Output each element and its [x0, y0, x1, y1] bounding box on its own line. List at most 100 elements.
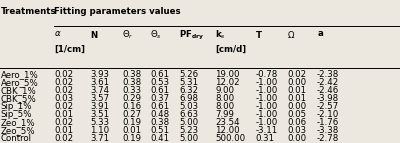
Text: 0.02: 0.02 — [54, 86, 73, 95]
Text: 0.02: 0.02 — [54, 134, 73, 143]
Text: -2.57: -2.57 — [317, 102, 339, 111]
Text: 3.93: 3.93 — [90, 70, 109, 79]
Text: Aero_1%: Aero_1% — [1, 70, 38, 79]
Text: 0.27: 0.27 — [122, 110, 141, 119]
Text: 0.51: 0.51 — [150, 126, 169, 135]
Text: -2.78: -2.78 — [317, 134, 339, 143]
Text: 0.02: 0.02 — [54, 118, 73, 127]
Text: $\bf{T}$: $\bf{T}$ — [255, 29, 263, 40]
Text: 0.03: 0.03 — [54, 94, 73, 103]
Text: Control: Control — [1, 134, 32, 143]
Text: -2.10: -2.10 — [317, 110, 339, 119]
Text: CBK_5%: CBK_5% — [1, 94, 36, 103]
Text: 0.01: 0.01 — [122, 126, 141, 135]
Text: -1.00: -1.00 — [255, 86, 278, 95]
Text: -3.11: -3.11 — [255, 126, 278, 135]
Text: 5.00: 5.00 — [179, 134, 198, 143]
Text: $\bf{N}$: $\bf{N}$ — [90, 29, 98, 40]
Text: 0.37: 0.37 — [150, 94, 169, 103]
Text: 0.06: 0.06 — [287, 118, 306, 127]
Text: -1.00: -1.00 — [255, 78, 278, 87]
Text: 0.00: 0.00 — [287, 134, 306, 143]
Text: 3.51: 3.51 — [90, 110, 109, 119]
Text: 1.10: 1.10 — [90, 126, 109, 135]
Text: -1.00: -1.00 — [255, 110, 278, 119]
Text: CBK_1%: CBK_1% — [1, 86, 36, 95]
Text: 19.00: 19.00 — [215, 70, 240, 79]
Text: 0.33: 0.33 — [122, 86, 141, 95]
Text: -2.46: -2.46 — [317, 86, 339, 95]
Text: 12.02: 12.02 — [215, 78, 240, 87]
Text: 8.00: 8.00 — [215, 102, 234, 111]
Text: -1.76: -1.76 — [317, 118, 339, 127]
Text: 0.53: 0.53 — [150, 78, 169, 87]
Text: 3.91: 3.91 — [90, 102, 109, 111]
Text: Fitting parameters values: Fitting parameters values — [54, 7, 181, 16]
Text: 5.00: 5.00 — [179, 118, 198, 127]
Text: Zeo_1%: Zeo_1% — [1, 118, 36, 127]
Text: 0.05: 0.05 — [287, 110, 306, 119]
Text: 0.01: 0.01 — [287, 94, 306, 103]
Text: 5.26: 5.26 — [179, 70, 198, 79]
Text: 0.01: 0.01 — [54, 126, 73, 135]
Text: -2.38: -2.38 — [317, 70, 339, 79]
Text: -3.38: -3.38 — [317, 126, 339, 135]
Text: -2.42: -2.42 — [317, 78, 339, 87]
Text: $\alpha$: $\alpha$ — [54, 29, 62, 38]
Text: 5.31: 5.31 — [179, 78, 198, 87]
Text: 0.41: 0.41 — [150, 134, 169, 143]
Text: 3.57: 3.57 — [90, 94, 109, 103]
Text: 0.00: 0.00 — [287, 102, 306, 111]
Text: 0.38: 0.38 — [122, 70, 141, 79]
Text: -1.00: -1.00 — [255, 118, 278, 127]
Text: $\Theta_r$: $\Theta_r$ — [122, 29, 134, 41]
Text: k$_s$: k$_s$ — [215, 29, 226, 41]
Text: -3.98: -3.98 — [317, 94, 339, 103]
Text: Zeo_5%: Zeo_5% — [1, 126, 36, 135]
Text: 0.61: 0.61 — [150, 86, 169, 95]
Text: 5.23: 5.23 — [179, 126, 198, 135]
Text: 0.02: 0.02 — [54, 102, 73, 111]
Text: 6.98: 6.98 — [179, 94, 198, 103]
Text: -1.00: -1.00 — [255, 94, 278, 103]
Text: $\bf{a}$: $\bf{a}$ — [317, 29, 324, 38]
Text: -1.00: -1.00 — [255, 102, 278, 111]
Text: 0.01: 0.01 — [54, 110, 73, 119]
Text: 0.02: 0.02 — [54, 78, 73, 87]
Text: 0.31: 0.31 — [255, 134, 274, 143]
Text: 0.02: 0.02 — [54, 70, 73, 79]
Text: Sip_5%: Sip_5% — [1, 110, 32, 119]
Text: [1/cm]: [1/cm] — [54, 45, 85, 54]
Text: 0.61: 0.61 — [150, 70, 169, 79]
Text: 12.00: 12.00 — [215, 126, 240, 135]
Text: 9.00: 9.00 — [215, 86, 234, 95]
Text: $\Theta_s$: $\Theta_s$ — [150, 29, 162, 41]
Text: Treatments: Treatments — [1, 7, 56, 16]
Text: 23.54: 23.54 — [215, 118, 240, 127]
Text: 0.38: 0.38 — [122, 78, 141, 87]
Text: [cm/d]: [cm/d] — [215, 45, 246, 54]
Text: 0.03: 0.03 — [287, 126, 306, 135]
Text: 6.32: 6.32 — [179, 86, 198, 95]
Text: PF$_{\mathregular{dry}}$: PF$_{\mathregular{dry}}$ — [179, 29, 204, 42]
Text: -0.78: -0.78 — [255, 70, 278, 79]
Text: 0.19: 0.19 — [122, 134, 141, 143]
Text: 0.19: 0.19 — [122, 118, 141, 127]
Text: 0.38: 0.38 — [150, 118, 169, 127]
Text: 0.61: 0.61 — [150, 102, 169, 111]
Text: 3.71: 3.71 — [90, 134, 109, 143]
Text: 6.63: 6.63 — [179, 110, 198, 119]
Text: 3.61: 3.61 — [90, 78, 109, 87]
Text: 0.02: 0.02 — [287, 70, 306, 79]
Text: 7.99: 7.99 — [215, 110, 234, 119]
Text: 500.00: 500.00 — [215, 134, 245, 143]
Text: 0.16: 0.16 — [122, 102, 141, 111]
Text: 3.74: 3.74 — [90, 86, 109, 95]
Text: $\Omega$: $\Omega$ — [287, 29, 296, 40]
Text: 0.48: 0.48 — [150, 110, 169, 119]
Text: 0.00: 0.00 — [287, 78, 306, 87]
Text: Sip_1%: Sip_1% — [1, 102, 32, 111]
Text: 5.33: 5.33 — [90, 118, 109, 127]
Text: 0.29: 0.29 — [122, 94, 141, 103]
Text: Aero_5%: Aero_5% — [1, 78, 38, 87]
